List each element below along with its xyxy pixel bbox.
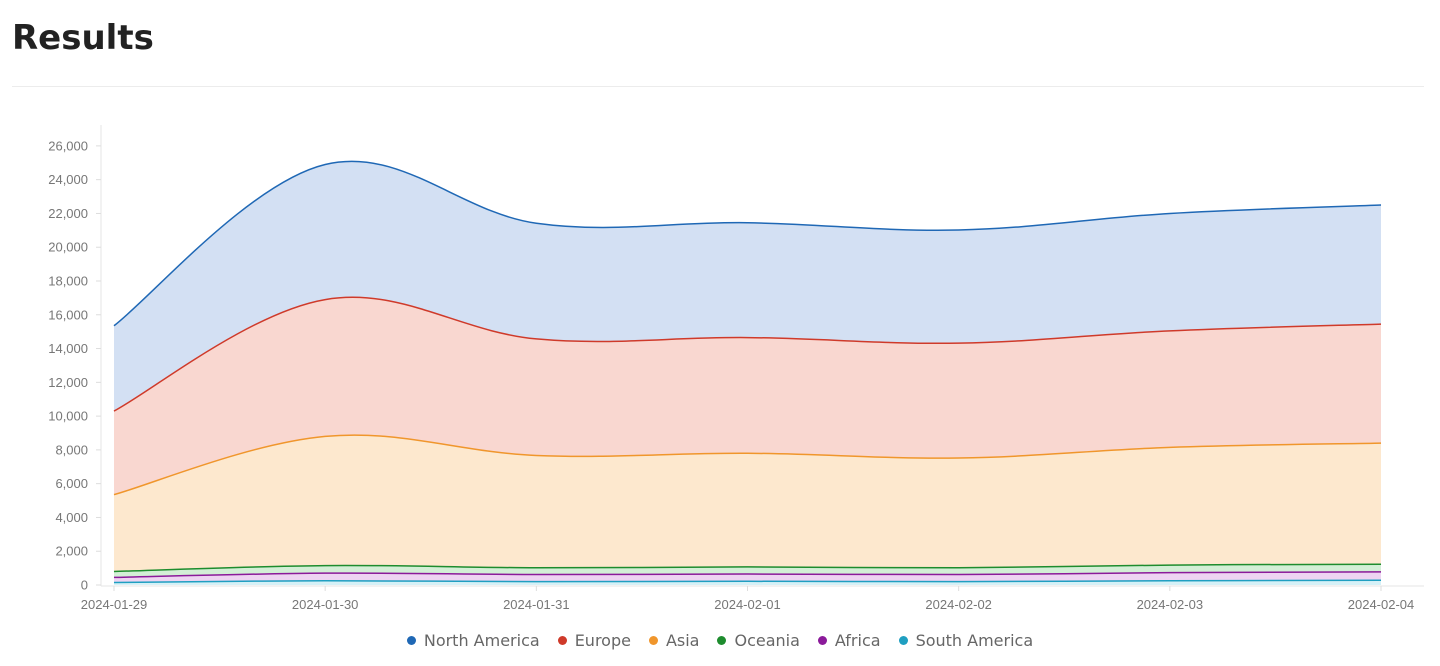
y-tick-label: 10,000 [48,409,88,424]
y-tick-label: 6,000 [55,476,88,491]
area-asia [114,435,1381,572]
y-tick-label: 4,000 [55,510,88,525]
legend-dot-icon [817,636,827,645]
legend-dot-icon [717,636,727,645]
chart-axes: 0 2,000 4,000 6,000 8,000 10,000 12,000 14,000 1… [48,125,1424,612]
legend-item-north-america[interactable]: North America [406,631,540,650]
legend-label: Europe [574,631,631,650]
y-tick-label: 24,000 [48,172,88,187]
page-title: Results [12,18,154,58]
x-tick-label: 2024-02-01 [714,597,781,612]
y-tick-label: 16,000 [48,307,88,322]
series-lines [113,160,1382,584]
x-tick-label: 2024-01-29 [81,597,148,612]
legend-item-europe[interactable]: Europe [557,631,631,650]
y-tick-label: 2,000 [55,544,88,559]
area-layers [114,161,1381,585]
y-tick-label: 20,000 [48,240,88,255]
area-europe [114,297,1381,495]
legend-item-asia[interactable]: Asia [648,631,700,650]
y-tick-label: 8,000 [55,442,88,457]
y-tick-label: 18,000 [48,274,88,289]
legend-dot-icon [557,636,567,645]
area-africa [114,571,1381,583]
stacked-area-chart: 0 2,000 4,000 6,000 8,000 10,000 12,000 14,000 1… [48,125,1424,612]
x-tick-label: 2024-01-30 [292,597,359,612]
x-tick-label: 2024-02-02 [925,597,992,612]
legend-dot-icon [898,636,908,645]
area-north-america [114,161,1381,412]
chart-legend: North America Europe Asia Oceania Africa… [0,631,1440,650]
y-tick-label: 0 [81,578,88,593]
x-tick-label: 2024-02-03 [1137,597,1204,612]
legend-label: North America [423,631,540,650]
y-tick-label: 22,000 [48,206,88,221]
x-tick-label: 2024-02-04 [1348,597,1415,612]
area-oceania [114,564,1381,578]
line-north-america [113,160,1382,327]
legend-label: Asia [665,631,700,650]
legend-item-oceania[interactable]: Oceania [717,631,800,650]
y-tick-label: 14,000 [48,341,88,356]
legend-item-south-america[interactable]: South America [898,631,1034,650]
legend-label: Oceania [734,631,800,650]
title-divider [12,86,1424,87]
x-tick-label: 2024-01-31 [503,597,570,612]
legend-label: South America [915,631,1034,650]
legend-label: Africa [834,631,881,650]
legend-dot-icon [648,636,658,645]
y-tick-label: 26,000 [48,138,88,153]
y-tick-label: 12,000 [48,375,88,390]
legend-item-africa[interactable]: Africa [817,631,881,650]
legend-dot-icon [406,636,416,645]
